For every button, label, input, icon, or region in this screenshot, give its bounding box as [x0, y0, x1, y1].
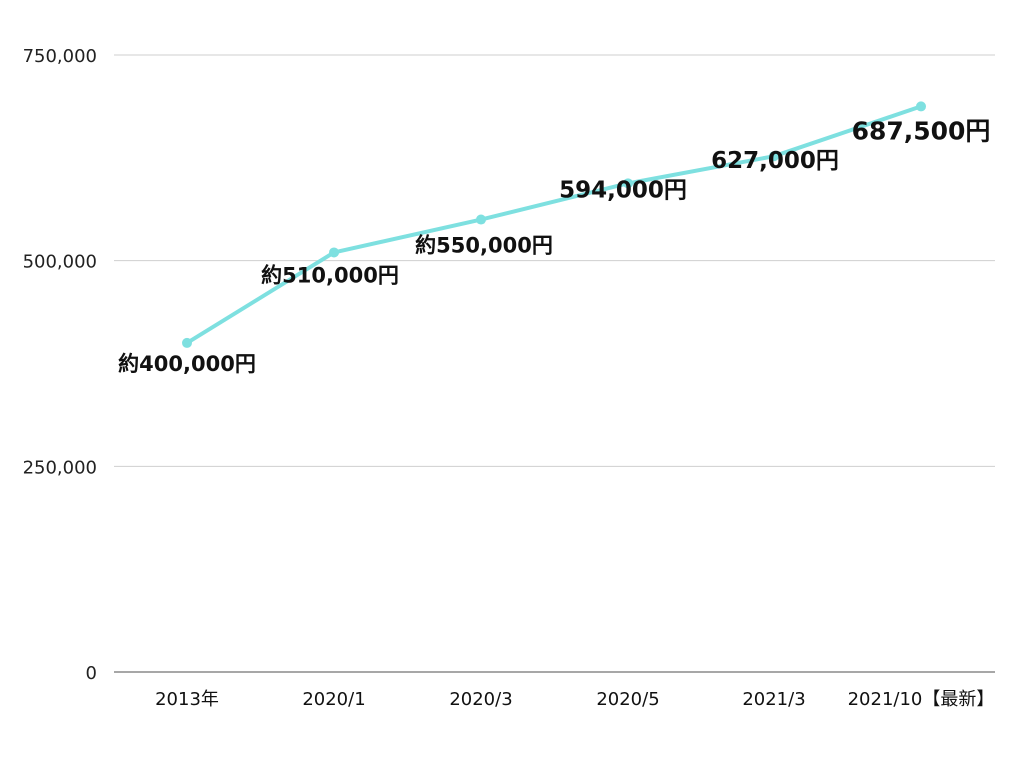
data-label: 627,000円: [711, 148, 839, 174]
x-tick-label: 2021/3: [742, 689, 805, 710]
data-point: [476, 214, 486, 225]
series-line-group: [182, 101, 926, 348]
data-label: 687,500円: [852, 116, 991, 145]
x-tick-label: 2020/1: [302, 689, 365, 710]
data-label: 約550,000円: [415, 234, 553, 258]
data-point: [769, 151, 779, 162]
y-axis-tick-labels: 0 250,000 500,000 750,000: [23, 46, 97, 684]
x-tick-label: 2021/10【最新】: [848, 689, 995, 710]
data-label: 約510,000円: [261, 263, 399, 287]
x-tick-label: 2013年: [155, 689, 219, 710]
x-tick-label: 2020/5: [596, 689, 659, 710]
data-point: [623, 178, 633, 189]
data-label: 594,000円: [559, 177, 687, 203]
data-point: [182, 337, 192, 348]
data-point: [916, 101, 926, 112]
y-tick-label: 750,000: [23, 46, 97, 67]
y-tick-label: 500,000: [23, 252, 97, 273]
data-label: 約400,000円: [118, 352, 256, 376]
y-tick-label: 250,000: [23, 457, 97, 478]
y-tick-label: 0: [86, 663, 97, 684]
gridlines: [114, 54, 995, 673]
series-line: [185, 104, 923, 345]
x-axis-tick-labels: 2013年 2020/1 2020/3 2020/5 2021/3 2021/10【最新】: [155, 689, 994, 710]
data-point: [329, 247, 339, 258]
x-tick-label: 2020/3: [449, 689, 512, 710]
